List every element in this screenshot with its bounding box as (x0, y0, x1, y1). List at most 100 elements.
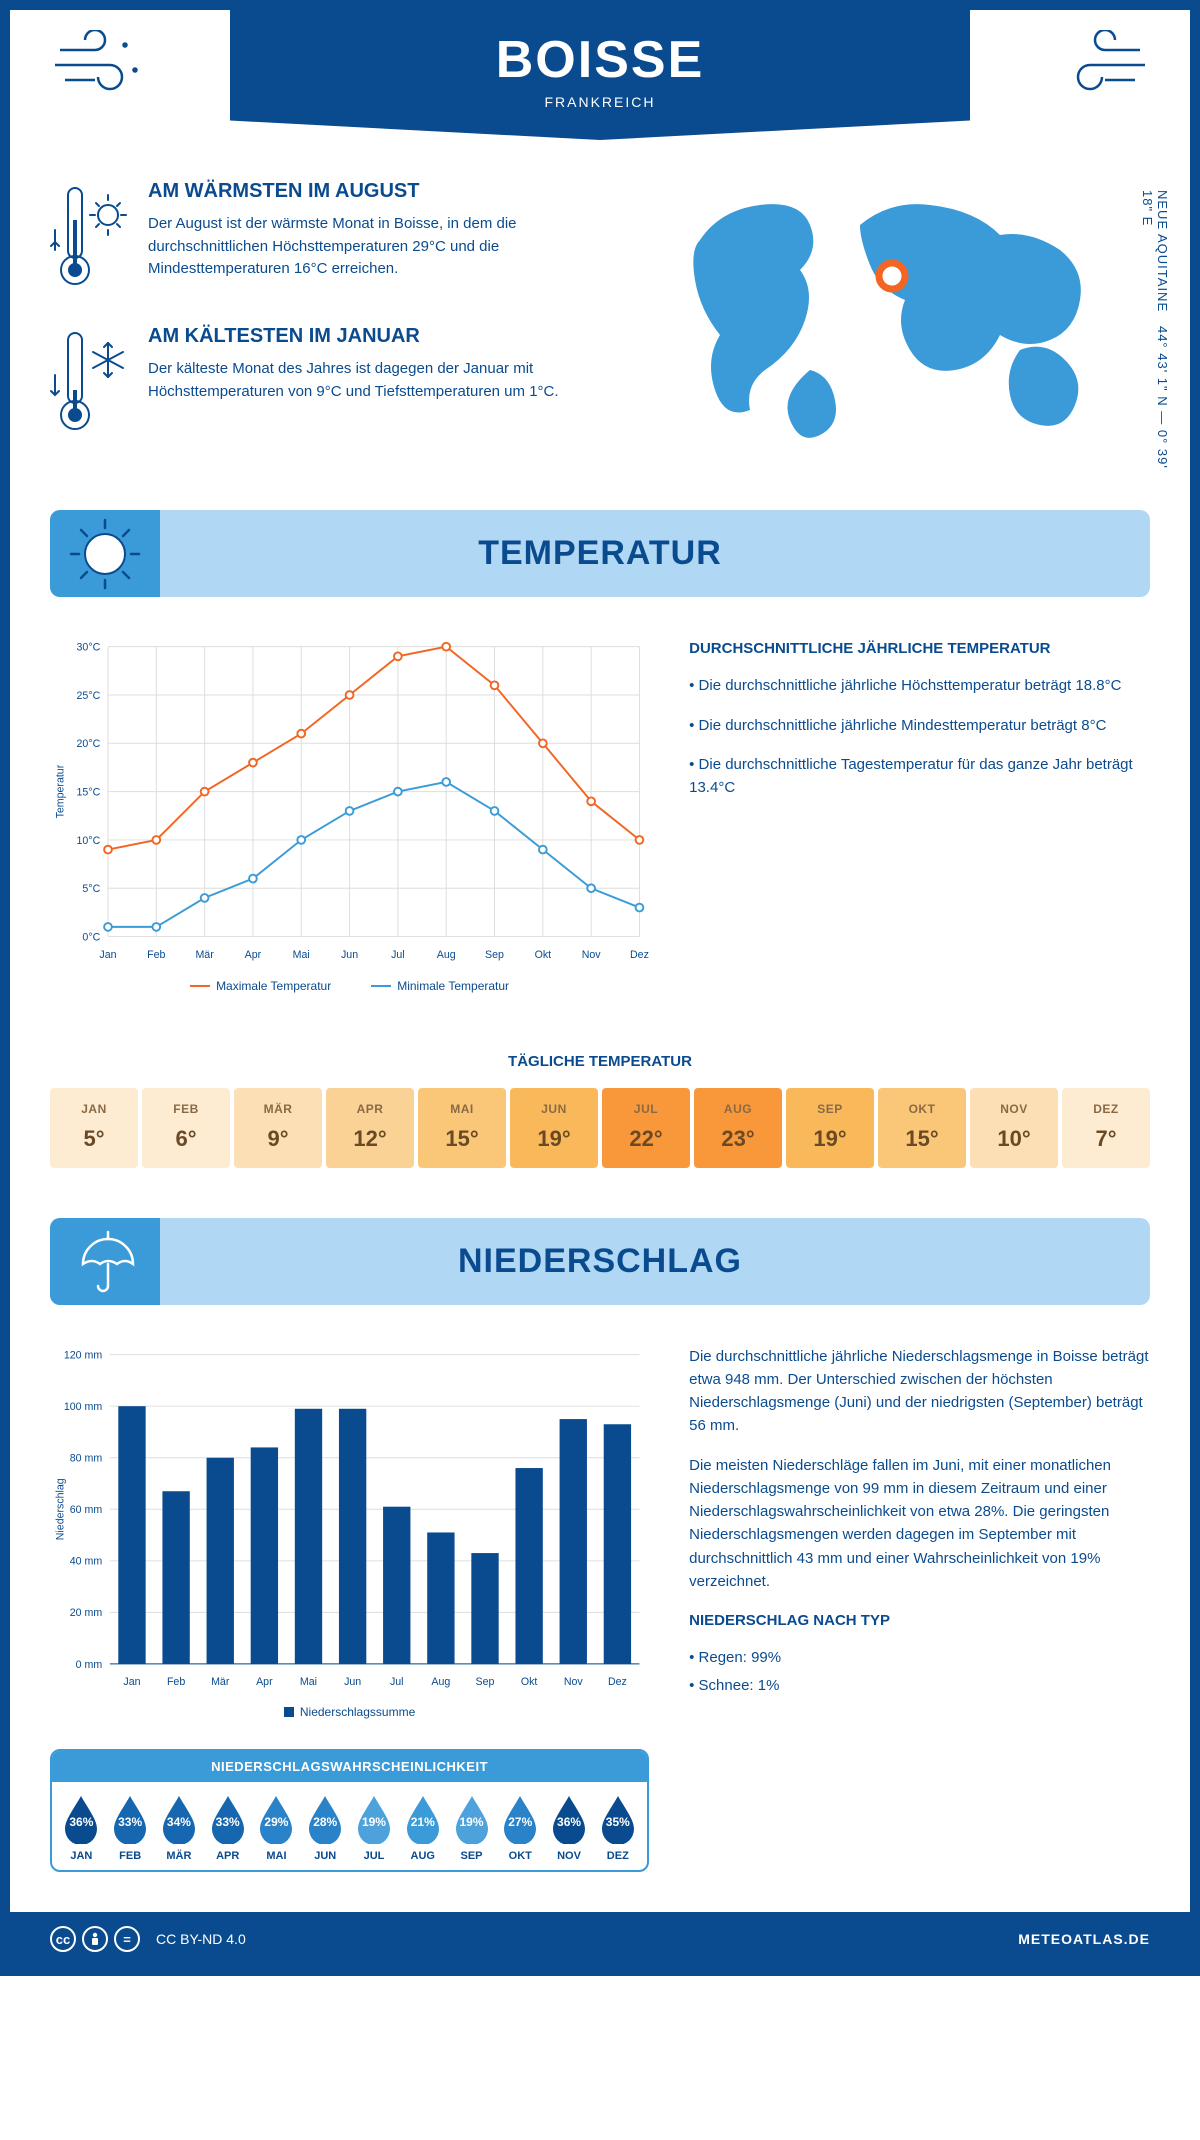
svg-text:Apr: Apr (245, 949, 262, 961)
svg-text:Mär: Mär (195, 949, 214, 961)
raindrop-icon: 28% (305, 1794, 345, 1844)
svg-text:Mär: Mär (211, 1676, 230, 1688)
svg-text:40 mm: 40 mm (70, 1555, 103, 1567)
coordinates: NEUE AQUITAINE 44° 43' 1" N — 0° 39' 18"… (1140, 190, 1170, 470)
temp-text-title: DURCHSCHNITTLICHE JÄHRLICHE TEMPERATUR (689, 637, 1150, 660)
raindrop-icon: 33% (208, 1794, 248, 1844)
by-icon (82, 1926, 108, 1952)
svg-text:Sep: Sep (485, 949, 504, 961)
svg-text:Dez: Dez (608, 1676, 627, 1688)
svg-text:20 mm: 20 mm (70, 1607, 103, 1619)
thermometer-cold-icon (50, 325, 130, 440)
svg-text:Temperatur: Temperatur (55, 764, 67, 818)
header-banner: BOISSE FRANKREICH (230, 10, 970, 140)
svg-text:Mai: Mai (293, 949, 310, 961)
warmest-fact: AM WÄRMSTEN IM AUGUST Der August ist der… (50, 180, 640, 295)
precip-prob-cell: 29% MAI (253, 1794, 300, 1862)
svg-text:Mai: Mai (300, 1676, 317, 1688)
warmest-title: AM WÄRMSTEN IM AUGUST (148, 180, 640, 203)
precip-type-line: • Regen: 99% (689, 1646, 1150, 1669)
temperature-title: TEMPERATUR (50, 534, 1150, 573)
svg-text:Dez: Dez (630, 949, 649, 961)
precip-type-line: • Schnee: 1% (689, 1674, 1150, 1697)
raindrop-icon: 19% (452, 1794, 492, 1844)
raindrop-icon: 33% (110, 1794, 150, 1844)
precipitation-title: NIEDERSCHLAG (50, 1242, 1150, 1281)
precip-chart-legend: Niederschlagssumme (50, 1705, 649, 1719)
daily-temp-cell: NOV10° (970, 1088, 1058, 1168)
svg-text:Feb: Feb (167, 1676, 185, 1688)
temp-text-line: • Die durchschnittliche jährliche Mindes… (689, 714, 1150, 737)
daily-temp-cell: JAN5° (50, 1088, 138, 1168)
svg-text:100 mm: 100 mm (64, 1401, 102, 1413)
daily-temp-cell: MÄR9° (234, 1088, 322, 1168)
temperature-line-chart: 0°C5°C10°C15°C20°C25°C30°CJanFebMärAprMa… (50, 637, 649, 966)
svg-text:120 mm: 120 mm (64, 1349, 102, 1361)
svg-text:Jul: Jul (390, 1676, 404, 1688)
svg-text:0°C: 0°C (82, 931, 100, 943)
svg-text:Aug: Aug (431, 1676, 450, 1688)
svg-text:0 mm: 0 mm (76, 1658, 103, 1670)
precip-prob-cell: 19% JUL (351, 1794, 398, 1862)
site-name: METEOATLAS.DE (1018, 1931, 1150, 1947)
daily-temp-cell: AUG23° (694, 1088, 782, 1168)
svg-text:Nov: Nov (582, 949, 602, 961)
country-name: FRANKREICH (230, 94, 970, 110)
precip-prob-title: NIEDERSCHLAGSWAHRSCHEINLICHKEIT (52, 1751, 647, 1782)
svg-text:Jan: Jan (123, 1676, 140, 1688)
temp-text-line: • Die durchschnittliche jährliche Höchst… (689, 674, 1150, 697)
svg-text:Niederschlag: Niederschlag (55, 1478, 67, 1540)
svg-text:Aug: Aug (437, 949, 456, 961)
precipitation-bar-chart: 0 mm 20 mm 40 mm 60 mm 80 mm 100 mm 120 mm Jan F… (50, 1345, 649, 1693)
precipitation-probability-box: NIEDERSCHLAGSWAHRSCHEINLICHKEIT 36% JAN … (50, 1749, 649, 1872)
daily-temp-cell: DEZ7° (1062, 1088, 1150, 1168)
raindrop-icon: 36% (549, 1794, 589, 1844)
daily-temp-title: TÄGLICHE TEMPERATUR (50, 1053, 1150, 1070)
svg-text:Jan: Jan (99, 949, 116, 961)
daily-temp-cell: OKT15° (878, 1088, 966, 1168)
daily-temp-cell: JUN19° (510, 1088, 598, 1168)
precip-prob-cell: 33% FEB (107, 1794, 154, 1862)
svg-text:Jun: Jun (341, 949, 358, 961)
footer: cc = CC BY-ND 4.0 METEOATLAS.DE (10, 1912, 1190, 1966)
raindrop-icon: 21% (403, 1794, 443, 1844)
svg-text:Apr: Apr (256, 1676, 273, 1688)
svg-text:Jun: Jun (344, 1676, 361, 1688)
precip-text: Die durchschnittliche jährliche Niedersc… (689, 1345, 1150, 1438)
temperature-section-header: TEMPERATUR (50, 510, 1150, 597)
wind-icon (50, 30, 160, 105)
svg-text:15°C: 15°C (77, 786, 101, 798)
raindrop-icon: 35% (598, 1794, 638, 1844)
daily-temp-cell: APR12° (326, 1088, 414, 1168)
svg-text:Jul: Jul (391, 949, 405, 961)
coldest-body: Der kälteste Monat des Jahres ist dagege… (148, 358, 640, 403)
raindrop-icon: 34% (159, 1794, 199, 1844)
svg-text:25°C: 25°C (77, 690, 101, 702)
svg-text:Feb: Feb (147, 949, 165, 961)
coldest-fact: AM KÄLTESTEN IM JANUAR Der kälteste Mona… (50, 325, 640, 440)
daily-temp-cell: JUL22° (602, 1088, 690, 1168)
precip-text: Die meisten Niederschläge fallen im Juni… (689, 1454, 1150, 1594)
nd-icon: = (114, 1926, 140, 1952)
precip-prob-cell: 34% MÄR (156, 1794, 203, 1862)
daily-temp-cell: FEB6° (142, 1088, 230, 1168)
cc-icon: cc (50, 1926, 76, 1952)
precipitation-section-header: NIEDERSCHLAG (50, 1218, 1150, 1305)
svg-text:5°C: 5°C (82, 883, 100, 895)
svg-text:Okt: Okt (521, 1676, 538, 1688)
raindrop-icon: 19% (354, 1794, 394, 1844)
svg-text:60 mm: 60 mm (70, 1504, 103, 1516)
precip-prob-cell: 36% JAN (58, 1794, 105, 1862)
daily-temp-cell: MAI15° (418, 1088, 506, 1168)
precip-prob-cell: 35% DEZ (594, 1794, 641, 1862)
precip-prob-cell: 28% JUN (302, 1794, 349, 1862)
svg-text:80 mm: 80 mm (70, 1452, 103, 1464)
daily-temp-cell: SEP19° (786, 1088, 874, 1168)
svg-text:Okt: Okt (535, 949, 552, 961)
raindrop-icon: 27% (500, 1794, 540, 1844)
svg-text:10°C: 10°C (77, 835, 101, 847)
license-icons: cc = CC BY-ND 4.0 (50, 1926, 246, 1952)
precip-prob-cell: 36% NOV (546, 1794, 593, 1862)
precip-prob-cell: 33% APR (204, 1794, 251, 1862)
raindrop-icon: 29% (256, 1794, 296, 1844)
